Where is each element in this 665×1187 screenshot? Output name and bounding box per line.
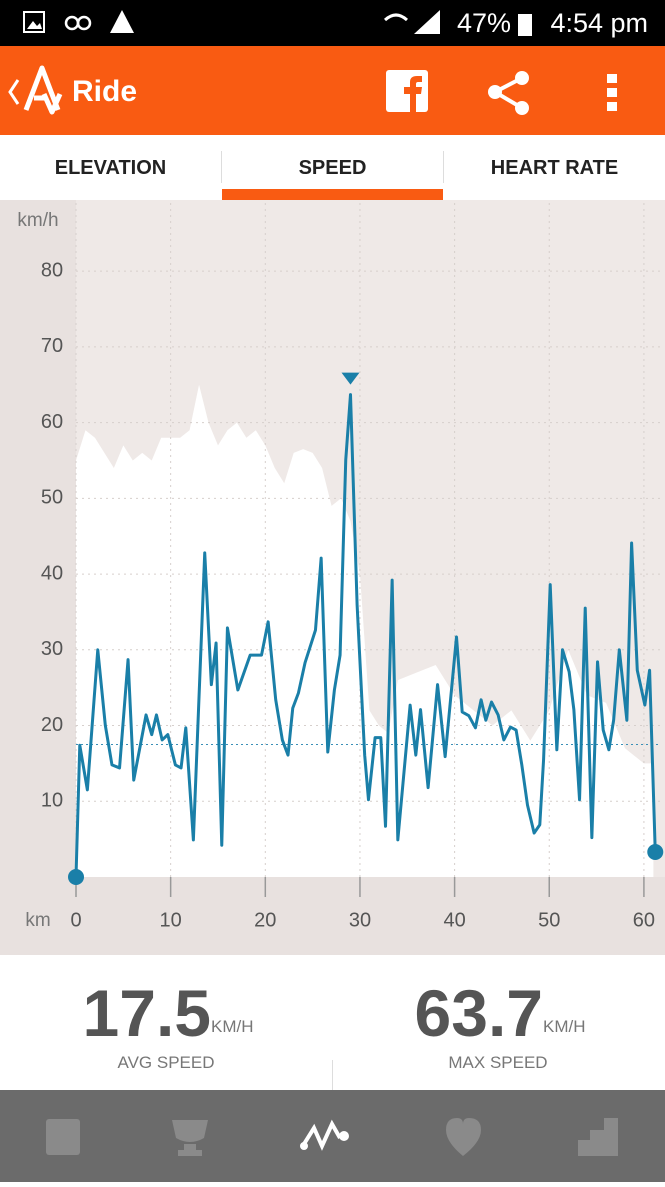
tab[interactable]: ELEVATION <box>54 157 167 179</box>
stats-panel: 17.5 KM/H AVG SPEED 63.7 KM/H MAX SPEED <box>0 955 665 1090</box>
x-axis-label: km <box>25 910 50 931</box>
tab-divider <box>221 151 222 183</box>
tab-indicator <box>222 189 443 200</box>
share-button[interactable] <box>488 71 529 115</box>
x-tick-label: 60 <box>633 909 655 931</box>
y-tick-label: 80 <box>41 259 63 281</box>
y-tick-label: 10 <box>41 790 63 812</box>
x-tick-label: 0 <box>70 909 81 931</box>
chart-tab[interactable] <box>302 1119 342 1151</box>
overview-tab[interactable] <box>46 1119 80 1155</box>
nav-icons <box>46 1118 618 1156</box>
tab[interactable]: SPEED <box>298 157 367 179</box>
y-tick-label: 50 <box>41 487 63 509</box>
y-tick-label: 20 <box>41 714 63 736</box>
divider <box>332 1060 333 1090</box>
status-bar: 47% 4:54 pm <box>0 0 665 46</box>
analysis-tab[interactable] <box>578 1118 618 1156</box>
tab-divider <box>443 151 444 183</box>
x-tick-label: 20 <box>254 909 276 931</box>
stat-label: AVG SPEED <box>117 1053 215 1072</box>
stat-value: 17.5 <box>82 976 211 1050</box>
speed-chart: 10 20 30 40 50 60 70 80 km/h 0 10 20 30 40 50 60 km <box>0 200 665 955</box>
status-icons: 47% 4:54 pm <box>23 8 648 38</box>
heart-tab[interactable] <box>446 1118 481 1156</box>
x-tick-label: 30 <box>349 909 371 931</box>
achievements-tab[interactable] <box>172 1120 208 1156</box>
y-axis-label: km/h <box>17 210 58 231</box>
max-marker <box>341 372 360 385</box>
endpoint <box>68 869 84 885</box>
bottom-nav <box>0 1090 665 1182</box>
menu-button[interactable] <box>607 74 617 111</box>
app-bar-icons: Ride <box>8 65 617 115</box>
stat-unit: KM/H <box>543 1017 586 1036</box>
title: Ride <box>72 75 137 108</box>
endpoint <box>647 844 664 861</box>
y-tick-label: 60 <box>41 411 63 433</box>
back[interactable] <box>8 79 20 105</box>
tab-bar: ELEVATION SPEED HEART RATE <box>0 135 665 201</box>
facebook-button[interactable] <box>386 70 428 112</box>
battery: 47% <box>457 8 511 38</box>
x-ruler <box>0 877 665 955</box>
y-tick-label: 70 <box>41 335 63 357</box>
stat-value: 63.7 <box>414 976 543 1050</box>
speed-line <box>74 393 657 878</box>
x-tick-label: 50 <box>538 909 560 931</box>
y-tick-label: 40 <box>41 562 63 584</box>
x-tick-label: 40 <box>443 909 465 931</box>
stat-label: MAX SPEED <box>448 1053 548 1072</box>
clock: 4:54 pm <box>550 8 648 38</box>
app-bar: Ride <box>0 46 665 135</box>
x-tick-label: 10 <box>160 909 182 931</box>
stat-unit: KM/H <box>211 1017 254 1036</box>
tab[interactable]: HEART RATE <box>490 157 619 179</box>
y-tick-label: 30 <box>41 638 63 660</box>
y-axis-strip <box>0 200 76 877</box>
